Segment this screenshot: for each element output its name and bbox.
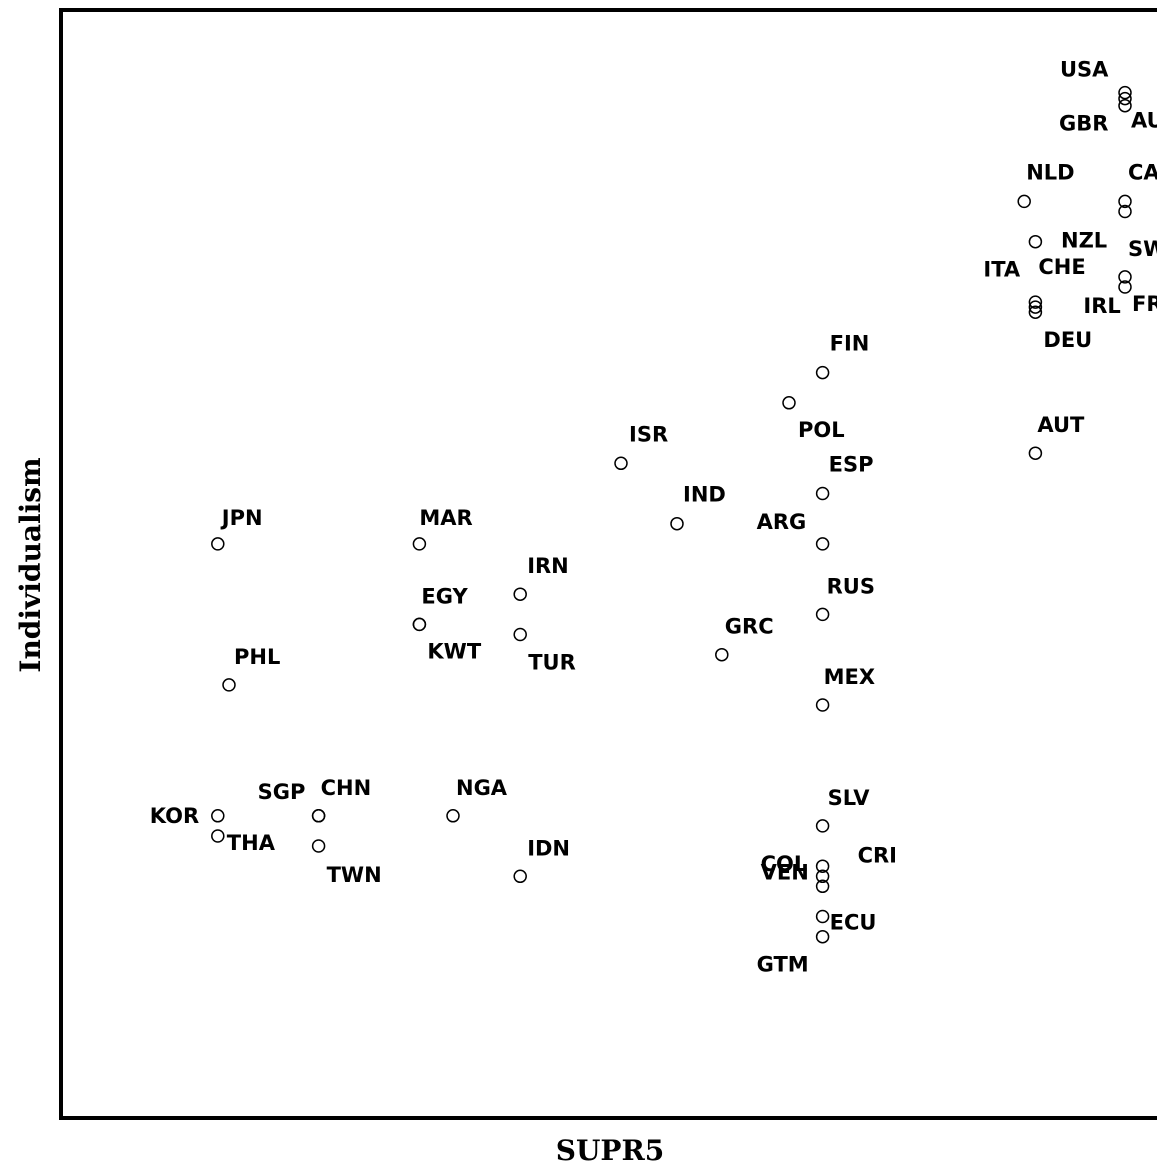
data-point-mar: [412, 537, 427, 551]
data-point-can: [1118, 194, 1132, 209]
x-axis-label: SUPR5: [556, 1134, 664, 1167]
point-label-twn: TWN: [327, 863, 382, 887]
point-label-fin: FIN: [830, 332, 870, 356]
data-point-aus: [1118, 98, 1132, 113]
point-label-kwt: KWT: [427, 639, 481, 663]
point-label-usa: USA: [1060, 58, 1109, 82]
point-label-pol: POL: [798, 418, 845, 442]
point-label-phl: PHL: [234, 645, 280, 669]
point-label-ecu: ECU: [830, 911, 877, 935]
data-point-gtm: [815, 929, 830, 944]
point-label-aus: AUS: [1131, 109, 1157, 133]
point-label-irl: IRL: [1083, 294, 1120, 318]
point-label-aut: AUT: [1037, 413, 1085, 437]
data-point-kor: [211, 809, 225, 823]
data-point-tur: [513, 627, 527, 642]
point-label-cri: CRI: [858, 843, 897, 867]
point-label-deu: DEU: [1043, 328, 1092, 352]
point-label-irn: IRN: [527, 554, 569, 578]
y-axis-label: Individualism: [14, 457, 47, 672]
point-label-nga: NGA: [456, 776, 508, 800]
data-point-nzl: [1118, 204, 1132, 219]
data-point-ecu: [815, 909, 830, 924]
point-label-grc: GRC: [725, 615, 774, 639]
data-point-kwt: [412, 617, 427, 632]
data-point-che: [1028, 295, 1043, 309]
point-label-gtm: GTM: [757, 953, 809, 977]
data-point-twn: [311, 839, 326, 853]
data-point-mex: [815, 698, 830, 712]
data-point-ven: [815, 879, 830, 894]
point-label-nld: NLD: [1026, 160, 1074, 184]
point-label-kor: KOR: [150, 804, 199, 828]
point-label-egy: EGY: [421, 584, 468, 608]
data-point-swe: [1118, 270, 1132, 284]
point-label-tha: THA: [227, 831, 276, 855]
point-label-nzl: NZL: [1061, 229, 1107, 253]
data-point-usa: [1118, 85, 1132, 100]
data-point-col: [815, 859, 830, 873]
point-label-rus: RUS: [827, 574, 875, 598]
point-label-idn: IDN: [527, 836, 570, 860]
point-label-ind: IND: [683, 483, 726, 507]
point-label-mar: MAR: [419, 506, 472, 530]
data-point-rus: [815, 607, 830, 622]
point-label-slv: SLV: [828, 786, 871, 810]
point-label-tur: TUR: [528, 651, 576, 675]
data-point-ita: [1028, 234, 1043, 249]
data-point-gbr: [1118, 91, 1132, 106]
point-label-che: CHE: [1038, 255, 1085, 279]
data-point-cri: [815, 869, 830, 884]
point-label-fra: FRA: [1132, 292, 1157, 316]
data-point-chn: [311, 809, 326, 823]
data-point-jpn: [211, 537, 225, 551]
data-point-ind: [670, 516, 684, 531]
data-point-slv: [815, 819, 830, 833]
point-label-gbr: GBR: [1059, 112, 1108, 136]
data-point-fra: [1118, 280, 1132, 294]
point-label-mex: MEX: [824, 665, 875, 689]
point-label-ita: ITA: [983, 258, 1021, 282]
data-point-nga: [446, 809, 460, 823]
data-points: USA AUS GBR CAN NLD NZL ITA SWE CHE FRA IRL DEU FIN P…: [150, 58, 1157, 977]
data-point-arg: [815, 537, 830, 551]
plot-frame: [59, 8, 1157, 1120]
data-point-idn: [513, 869, 527, 884]
point-label-sgp: SGP: [258, 780, 306, 804]
data-point-isr: [614, 456, 628, 471]
data-point-tha: [211, 829, 225, 843]
point-label-col: COL: [761, 852, 808, 876]
data-point-irn: [513, 587, 527, 601]
data-point-pol: [782, 396, 796, 410]
data-point-fin: [815, 365, 830, 380]
point-label-jpn: JPN: [220, 506, 263, 530]
point-label-swe: SWE: [1128, 237, 1157, 261]
data-point-aut: [1028, 446, 1043, 460]
data-point-deu: [1028, 305, 1043, 319]
point-label-arg: ARG: [757, 510, 807, 534]
data-point-grc: [715, 647, 729, 662]
point-label-esp: ESP: [829, 453, 874, 477]
data-point-nld: [1017, 194, 1031, 209]
point-label-can: CAN: [1128, 160, 1157, 184]
point-label-chn: CHN: [321, 776, 372, 800]
data-point-irl: [1028, 300, 1043, 314]
data-point-esp: [815, 486, 830, 501]
point-label-ven: VEN: [761, 860, 809, 884]
data-point-phl: [222, 678, 236, 692]
point-label-isr: ISR: [629, 422, 668, 446]
